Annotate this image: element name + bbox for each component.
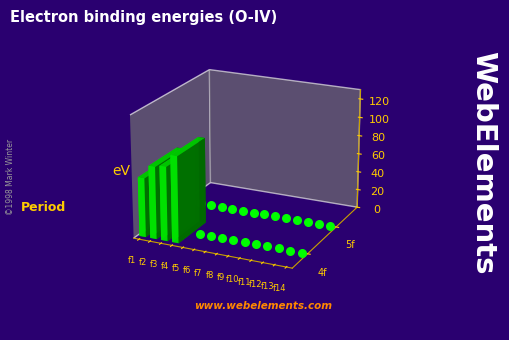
Text: Electron binding energies (O-IV): Electron binding energies (O-IV) xyxy=(10,10,277,25)
Text: ©1998 Mark Winter: ©1998 Mark Winter xyxy=(6,139,15,215)
Text: www.webelements.com: www.webelements.com xyxy=(193,301,331,311)
Text: WebElements: WebElements xyxy=(468,51,496,275)
Text: Period: Period xyxy=(20,201,66,214)
